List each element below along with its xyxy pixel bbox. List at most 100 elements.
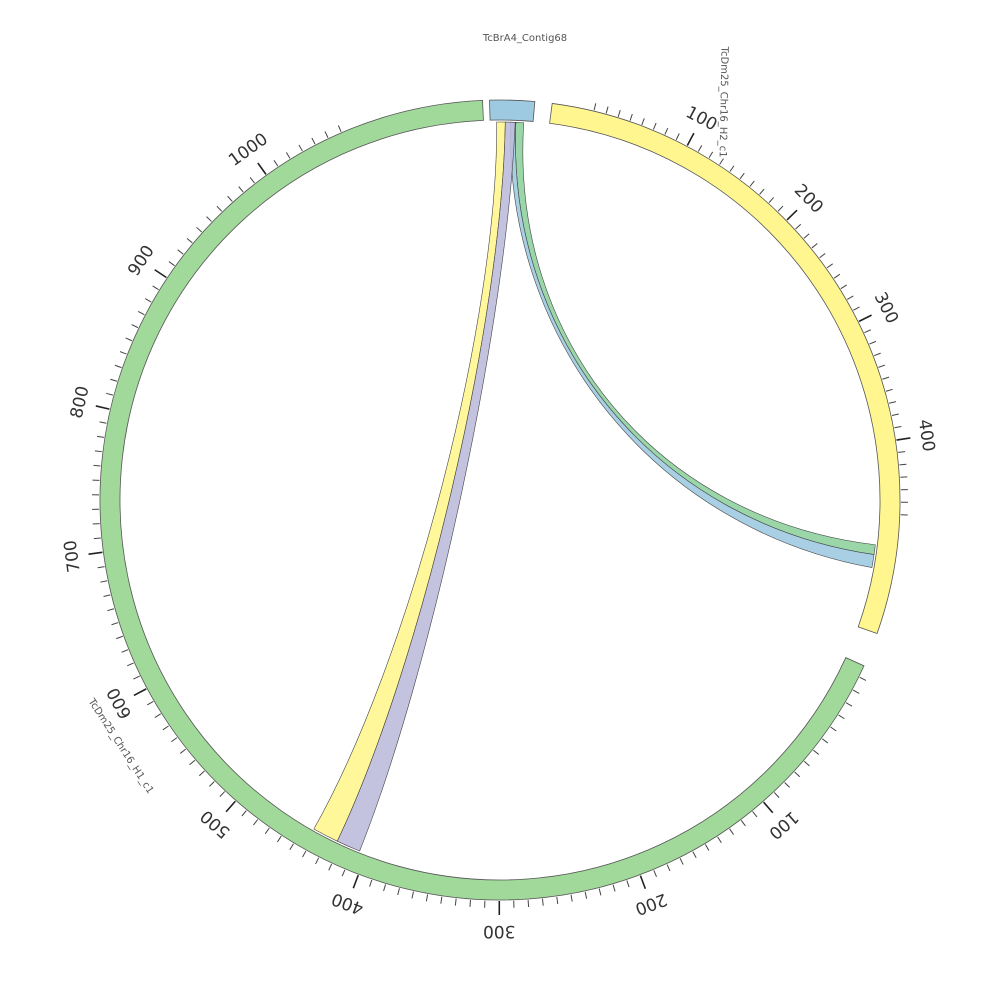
tick-mark — [144, 298, 152, 303]
tick-mark — [819, 253, 826, 259]
tick-mark — [469, 899, 471, 907]
tick-mark — [784, 782, 790, 788]
tick-marks — [88, 103, 911, 916]
tick-mark — [162, 725, 169, 731]
tick-mark — [605, 106, 609, 114]
tick-mark — [273, 160, 279, 167]
tick-mark — [94, 450, 102, 453]
tick-mark — [795, 223, 802, 230]
tick-mark — [352, 874, 360, 889]
tick-mark — [146, 701, 154, 706]
tick-mark — [813, 749, 820, 755]
tick-mark — [225, 800, 236, 813]
tick-mark — [626, 880, 630, 888]
tick-mark — [894, 425, 902, 429]
tick-mark — [729, 828, 734, 835]
tick-mark — [899, 463, 907, 466]
tick-mark — [206, 216, 212, 222]
tick-mark — [324, 131, 329, 138]
tick-mark — [227, 195, 233, 202]
link-ribbon-blue — [510, 121, 875, 568]
tick-mark — [454, 898, 457, 906]
tick-mark — [704, 844, 710, 851]
tick-mark — [584, 891, 588, 899]
tick-mark — [257, 162, 267, 175]
tick-mark — [821, 738, 829, 744]
tick-mark — [846, 295, 854, 300]
tick-mark — [612, 884, 616, 892]
tick-mark — [99, 421, 107, 424]
tick-mark — [121, 649, 129, 653]
tick-mark — [652, 122, 657, 130]
tick-mark — [708, 151, 714, 159]
tick-mark — [675, 133, 680, 140]
tick-mark — [196, 226, 203, 233]
segment-chr16-h2 — [549, 102, 901, 635]
tick-mark — [898, 451, 906, 453]
tick-label-h1: 900 — [124, 242, 159, 280]
tick-mark — [882, 376, 890, 380]
tick-label-h2: 100 — [682, 102, 720, 135]
tick-mark — [88, 551, 103, 555]
tick-mark — [664, 127, 669, 135]
tick-mark — [133, 688, 147, 697]
tick-mark — [570, 894, 573, 902]
tick-mark — [168, 261, 175, 267]
tick-mark — [119, 351, 127, 355]
tick-mark — [593, 103, 597, 111]
tick-mark — [679, 858, 684, 865]
tick-mark — [777, 205, 784, 212]
tick-mark — [864, 329, 871, 334]
tick-mark — [171, 737, 178, 743]
tick-mark — [425, 894, 429, 902]
tick-mark — [249, 177, 255, 184]
tick-mark — [111, 622, 119, 626]
tick-mark — [96, 435, 104, 438]
tick-mark — [786, 209, 798, 221]
tick-mark — [341, 869, 346, 877]
tick-mark — [103, 594, 111, 597]
tick-mark — [749, 180, 755, 187]
tick-mark — [729, 165, 735, 172]
tick-mark — [298, 144, 303, 152]
tick-mark — [773, 792, 780, 798]
tick-mark — [216, 205, 223, 212]
tick-mark — [264, 827, 270, 835]
tick-mark — [179, 748, 187, 754]
tick-mark — [878, 364, 886, 368]
tick-mark — [803, 760, 810, 767]
tick-mark — [133, 675, 140, 680]
tick-mark — [289, 843, 294, 850]
tick-mark — [598, 888, 602, 896]
tick-mark — [137, 311, 145, 316]
tick-label-h1: 100 — [765, 807, 803, 843]
tick-mark — [697, 145, 703, 152]
tick-mark — [541, 898, 544, 906]
tick-mark — [154, 713, 162, 718]
tick-mark — [337, 125, 342, 133]
tick-mark — [859, 676, 867, 681]
tick-mark — [277, 835, 282, 843]
tick-mark — [97, 566, 105, 569]
tick-mark — [383, 884, 387, 892]
tick-mark — [739, 172, 745, 180]
tick-mark — [891, 413, 899, 416]
tick-label-h1: 700 — [61, 539, 85, 574]
tick-mark — [869, 340, 877, 345]
tick-mark — [440, 896, 443, 904]
tick-mark — [830, 726, 837, 732]
tick-mark — [740, 820, 746, 827]
tick-mark — [110, 378, 118, 382]
tick-mark — [653, 870, 657, 877]
tick-mark — [811, 243, 818, 249]
tick-mark — [889, 401, 897, 404]
tick-mark — [369, 879, 373, 887]
tick-mark — [125, 337, 133, 342]
tick-label-h1: 1000 — [225, 129, 272, 170]
tick-mark — [873, 352, 881, 357]
tick-mark — [840, 284, 848, 290]
tick-mark — [302, 850, 307, 858]
tick-mark — [285, 152, 291, 159]
sequence-name-chr16-h2: TcDm25_Chr16_H2_c1 — [717, 46, 730, 158]
